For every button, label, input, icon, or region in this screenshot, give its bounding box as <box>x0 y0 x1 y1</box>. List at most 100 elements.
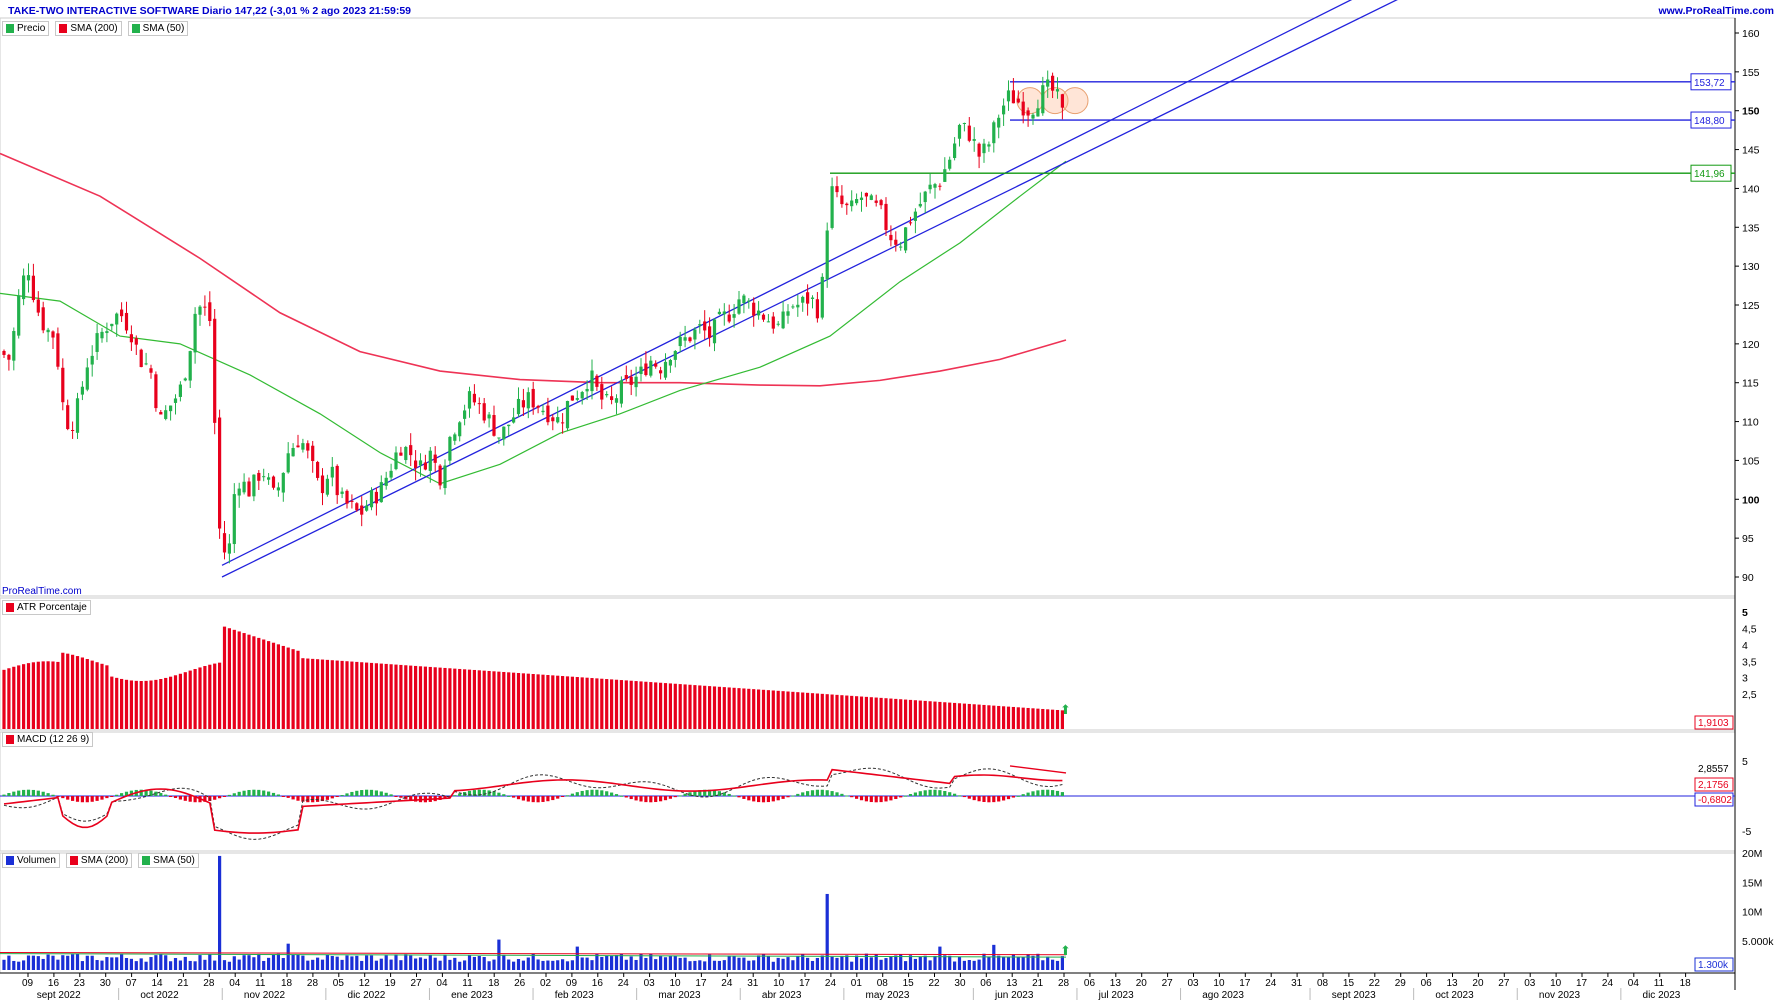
candle-body <box>1060 94 1064 108</box>
candle-body <box>257 472 261 481</box>
trendline-1 <box>221 0 1398 578</box>
candle-body <box>737 299 741 314</box>
x-day-label: 17 <box>1239 978 1251 989</box>
macd-hist-bar <box>36 790 40 796</box>
volume-bar <box>80 961 84 970</box>
macd-hist-bar <box>972 796 976 801</box>
candle-body <box>619 380 623 404</box>
candle-body <box>85 367 89 390</box>
volume-bar <box>541 960 545 970</box>
volume-bar <box>458 961 462 970</box>
x-day-label: 17 <box>1576 978 1588 989</box>
candle-body <box>580 392 584 399</box>
macd-hist-bar <box>291 796 295 800</box>
x-day-label: 24 <box>1602 978 1614 989</box>
candle-body <box>639 366 643 375</box>
candle-body <box>345 490 349 504</box>
candle-body <box>296 445 300 448</box>
macd-hist-bar <box>41 791 45 796</box>
candle-body <box>722 311 726 315</box>
legend-volumen[interactable]: Volumen <box>2 853 60 868</box>
macd-hist-bar <box>580 790 584 796</box>
candle-body <box>502 426 506 440</box>
candle-body <box>394 452 398 470</box>
candle-body <box>374 491 378 504</box>
volume-bar <box>218 855 222 970</box>
atr-bar <box>570 676 574 729</box>
x-day-label: 06 <box>980 978 992 989</box>
volume-bar <box>316 957 320 970</box>
legend-vol-sma200[interactable]: SMA (200) <box>65 853 133 868</box>
candle-body <box>144 363 148 365</box>
atr-bar <box>1002 706 1006 729</box>
legend-vol-sma50[interactable]: SMA (50) <box>138 853 199 868</box>
candle-body <box>982 143 986 154</box>
atr-bar <box>306 658 310 729</box>
x-day-label: 03 <box>644 978 656 989</box>
atr-bar <box>879 697 883 729</box>
macd-hist-bar <box>820 789 824 796</box>
legend-precio[interactable]: Precio <box>2 21 50 36</box>
volume-bar <box>257 953 261 970</box>
x-month-label: ago 2023 <box>1202 990 1244 1000</box>
macd-hist-bar <box>796 793 800 796</box>
macd-hist-bar <box>590 789 594 796</box>
volume-bar <box>22 960 26 970</box>
volume-bar <box>139 958 143 970</box>
atr-legend: ATR Porcentaje <box>2 600 91 615</box>
candle-body <box>659 370 663 374</box>
candle-body <box>311 445 315 462</box>
atr-bar <box>688 684 692 729</box>
atr-bar <box>2 669 6 729</box>
candle-body <box>227 543 231 554</box>
x-day-label: 03 <box>1188 978 1200 989</box>
macd-hist-bar <box>659 796 663 802</box>
atr-bar <box>374 663 378 729</box>
x-day-label: 11 <box>1654 978 1665 989</box>
macd-value-box <box>1694 792 1734 807</box>
volume-bar <box>213 960 217 970</box>
volume-bar <box>355 955 359 970</box>
volume-bar <box>438 960 442 970</box>
candle-body <box>56 333 60 367</box>
volume-bar <box>987 956 991 970</box>
legend-macd[interactable]: MACD (12 26 9) <box>2 732 94 747</box>
legend-sma50[interactable]: SMA (50) <box>127 21 189 36</box>
brand-link[interactable]: www.ProRealTime.com <box>1658 5 1774 17</box>
level-label-box <box>1690 111 1732 129</box>
atr-bar <box>110 676 114 729</box>
macd-hist-bar <box>884 796 888 802</box>
volume-bar <box>95 960 99 970</box>
macd-hist-bar <box>252 789 256 796</box>
candle-body <box>957 124 962 139</box>
x-month-label: oct 2022 <box>140 990 179 1000</box>
atr-bar <box>595 678 599 729</box>
volume-bar <box>737 957 741 970</box>
volume-bar <box>453 957 457 970</box>
x-day-label: 24 <box>1265 978 1277 989</box>
x-day-label: 21 <box>1032 978 1044 989</box>
volume-bar <box>624 959 628 970</box>
legend-sma200[interactable]: SMA (200) <box>55 21 122 36</box>
volume-bar <box>948 955 952 970</box>
atr-bar <box>12 666 16 729</box>
candle-body <box>1026 110 1030 116</box>
macd-hist-bar <box>139 789 143 796</box>
volume-bar <box>933 955 937 970</box>
candle-body <box>649 360 653 376</box>
volume-sma200-line <box>0 951 1067 956</box>
atr-bar <box>159 679 163 729</box>
x-day-label: 07 <box>126 978 138 989</box>
candle-body <box>703 321 707 331</box>
atr-tick-label: 2,5 <box>1742 689 1757 701</box>
x-day-label: 30 <box>954 978 966 989</box>
atr-bar <box>742 688 746 729</box>
candle-body <box>541 410 545 413</box>
x-day-label: 16 <box>48 978 60 989</box>
legend-atr[interactable]: ATR Porcentaje <box>2 600 91 615</box>
volume-bar <box>928 960 932 970</box>
atr-bar <box>409 665 413 729</box>
atr-bar <box>502 671 506 729</box>
x-day-label: 27 <box>1498 978 1510 989</box>
